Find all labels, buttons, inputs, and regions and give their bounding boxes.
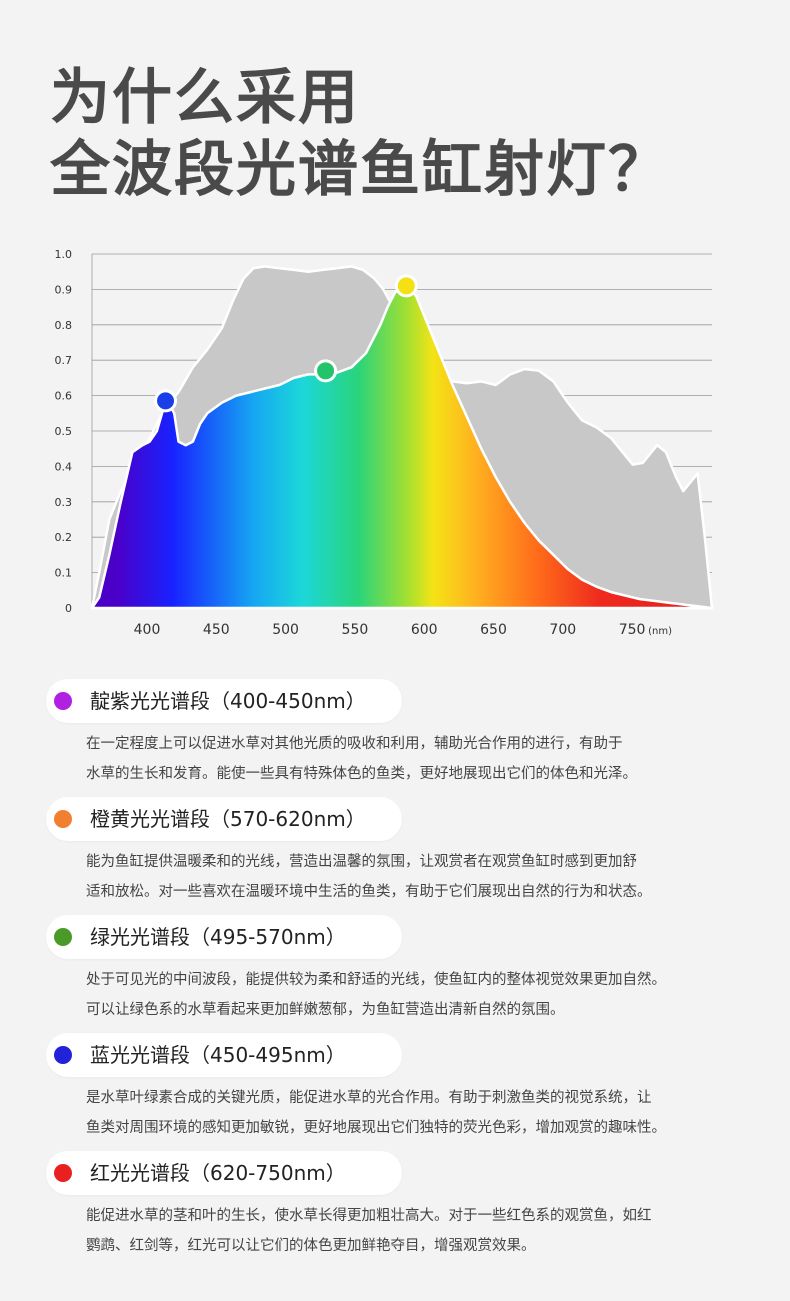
section-blue: 蓝光光谱段（450-495nm） 是水草叶绿素合成的关键光质，能促进水草的光合作… bbox=[0, 1029, 790, 1147]
x-unit-label: (nm) bbox=[648, 626, 672, 637]
section-blue-line-1: 是水草叶绿素合成的关键光质，能促进水草的光合作用。有助于刺激鱼类的视觉系统，让 bbox=[86, 1090, 652, 1106]
headline-line-1: 为什么采用 bbox=[50, 63, 360, 133]
section-green-pill: 绿光光谱段（495-570nm） bbox=[46, 915, 402, 959]
section-orange-line-1: 能为鱼缸提供温暖柔和的光线，营造出温馨的氛围，让观赏者在观赏鱼缸时感到更加舒 bbox=[86, 854, 637, 870]
section-red-desc: 能促进水草的茎和叶的生长，使水草长得更加粗壮高大。对于一些红色系的观赏鱼，如红 … bbox=[86, 1201, 776, 1261]
section-green-line-2: 可以让绿色系的水草看起来更加鲜嫩葱郁，为鱼缸营造出清新自然的氛围。 bbox=[86, 1002, 565, 1018]
section-red-title: 红光光谱段（620-750nm） bbox=[90, 1161, 346, 1185]
y-tick-label-3: 0.3 bbox=[55, 496, 73, 509]
section-violet-desc: 在一定程度上可以促进水草对其他光质的吸收和利用，辅助光合作用的进行，有助于 水草… bbox=[86, 729, 776, 789]
section-red-pill: 红光光谱段（620-750nm） bbox=[46, 1151, 402, 1195]
y-tick-label-8: 0.8 bbox=[55, 319, 73, 332]
section-green-title: 绿光光谱段（495-570nm） bbox=[90, 925, 346, 949]
section-violet-line-1: 在一定程度上可以促进水草对其他光质的吸收和利用，辅助光合作用的进行，有助于 bbox=[86, 736, 623, 752]
section-blue-line-2: 鱼类对周围环境的感知更加敏锐，更好地展现出它们独特的荧光色彩，增加观赏的趣味性。 bbox=[86, 1120, 666, 1136]
x-tick-label-6: 700 bbox=[549, 622, 576, 638]
section-green-desc: 处于可见光的中间波段，能提供较为柔和舒适的光线，使鱼缸内的整体视觉效果更加自然。… bbox=[86, 965, 776, 1025]
peak-marker-1 bbox=[314, 359, 338, 383]
y-tick-label-4: 0.4 bbox=[55, 460, 73, 473]
section-orange-title: 橙黄光光谱段（570-620nm） bbox=[90, 807, 366, 831]
spectrum-chart-svg: 0 0.1 0.2 0.3 0.4 0.5 0.6 0.7 0.8 0.9 1.0 400 450 500… bbox=[55, 248, 714, 638]
headline: 为什么采用 全波段光谱鱼缸射灯？ bbox=[50, 62, 670, 206]
red-dot-icon bbox=[54, 1164, 72, 1182]
section-red-line-2: 鹦鹉、红剑等，红光可以让它们的体色更加鲜艳夺目，增强观赏效果。 bbox=[86, 1238, 536, 1254]
section-blue-desc: 是水草叶绿素合成的关键光质，能促进水草的光合作用。有助于刺激鱼类的视觉系统，让 … bbox=[86, 1083, 776, 1143]
violet-dot-icon bbox=[54, 692, 72, 710]
section-green-line-1: 处于可见光的中间波段，能提供较为柔和舒适的光线，使鱼缸内的整体视觉效果更加自然。 bbox=[86, 972, 666, 988]
headline-line-2: 全波段光谱鱼缸射灯？ bbox=[50, 135, 670, 205]
x-tick-label-5: 650 bbox=[480, 622, 507, 638]
section-red: 红光光谱段（620-750nm） 能促进水草的茎和叶的生长，使水草长得更加粗壮高… bbox=[0, 1147, 790, 1265]
x-tick-label-2: 500 bbox=[272, 622, 299, 638]
blue-dot-icon bbox=[54, 1046, 72, 1064]
y-tick-label-9: 0.9 bbox=[55, 283, 73, 296]
y-tick-label-5: 0.5 bbox=[55, 425, 73, 438]
y-tick-label-1: 0.1 bbox=[55, 567, 73, 580]
section-violet-line-2: 水草的生长和发育。能使一些具有特殊体色的鱼类，更好地展现出它们的体色和光泽。 bbox=[86, 766, 637, 782]
section-orange-pill: 橙黄光光谱段（570-620nm） bbox=[46, 797, 402, 841]
x-tick-label-0: 400 bbox=[134, 622, 161, 638]
x-tick-label-3: 550 bbox=[342, 622, 369, 638]
y-tick-label-2: 0.2 bbox=[55, 531, 73, 544]
x-tick-label-7: 750 bbox=[619, 622, 646, 638]
green-dot-icon bbox=[54, 928, 72, 946]
section-violet-title: 靛紫光光谱段（400-450nm） bbox=[90, 689, 366, 713]
section-blue-pill: 蓝光光谱段（450-495nm） bbox=[46, 1033, 402, 1077]
x-tick-label-1: 450 bbox=[203, 622, 230, 638]
section-green: 绿光光谱段（495-570nm） 处于可见光的中间波段，能提供较为柔和舒适的光线… bbox=[0, 911, 790, 1029]
section-orange-desc: 能为鱼缸提供温暖柔和的光线，营造出温馨的氛围，让观赏者在观赏鱼缸时感到更加舒 适… bbox=[86, 847, 776, 907]
y-tick-label-0: 0 bbox=[65, 602, 72, 615]
section-orange-line-2: 适和放松。对一些喜欢在温暖环境中生活的鱼类，有助于它们展现出自然的行为和状态。 bbox=[86, 884, 652, 900]
section-violet: 靛紫光光谱段（400-450nm） 在一定程度上可以促进水草对其他光质的吸收和利… bbox=[0, 675, 790, 793]
y-tick-label-10: 1.0 bbox=[55, 248, 73, 261]
section-orange: 橙黄光光谱段（570-620nm） 能为鱼缸提供温暖柔和的光线，营造出温馨的氛围… bbox=[0, 793, 790, 911]
orange-dot-icon bbox=[54, 810, 72, 828]
section-red-line-1: 能促进水草的茎和叶的生长，使水草长得更加粗壮高大。对于一些红色系的观赏鱼，如红 bbox=[86, 1208, 652, 1224]
spectrum-chart: 0 0.1 0.2 0.3 0.4 0.5 0.6 0.7 0.8 0.9 1.0 400 450 500… bbox=[0, 230, 790, 650]
y-tick-label-7: 0.7 bbox=[55, 354, 73, 367]
y-tick-label-6: 0.6 bbox=[55, 390, 73, 403]
spectrum-sections: 靛紫光光谱段（400-450nm） 在一定程度上可以促进水草对其他光质的吸收和利… bbox=[0, 675, 790, 1265]
section-blue-title: 蓝光光谱段（450-495nm） bbox=[90, 1043, 346, 1067]
section-violet-pill: 靛紫光光谱段（400-450nm） bbox=[46, 679, 402, 723]
x-tick-label-4: 600 bbox=[411, 622, 438, 638]
peak-marker-0 bbox=[154, 389, 178, 413]
peak-marker-2 bbox=[394, 274, 418, 298]
